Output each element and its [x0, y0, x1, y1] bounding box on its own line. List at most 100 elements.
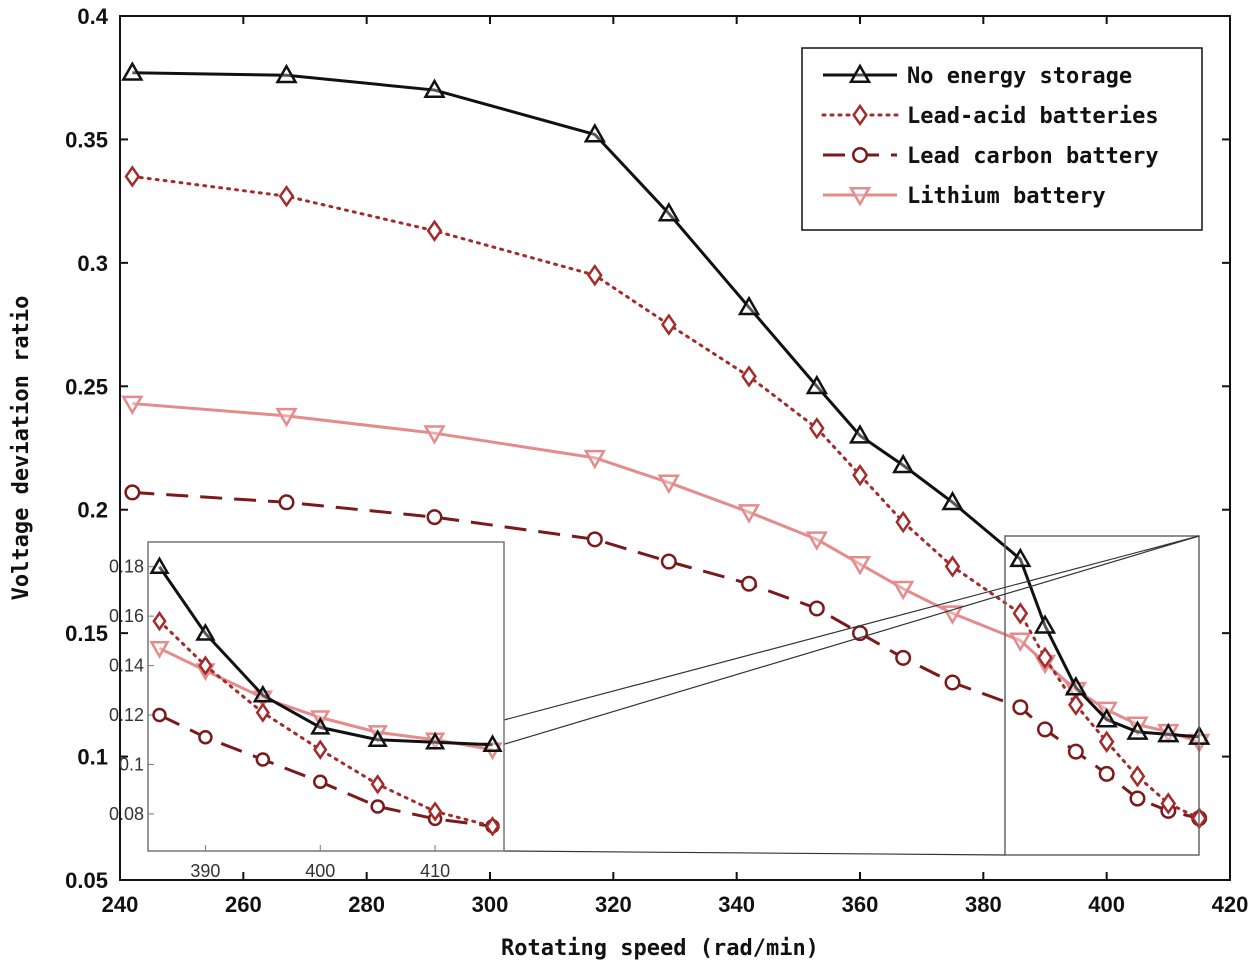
- data-point: [848, 424, 872, 444]
- main-series: [121, 61, 1211, 830]
- data-point: [583, 449, 606, 470]
- legend-box: [801, 47, 1203, 231]
- data-point: [485, 816, 500, 837]
- legend-item: Lead carbon battery: [823, 144, 1159, 169]
- data-point: [583, 122, 606, 143]
- data-point: [195, 622, 216, 641]
- data-point: [252, 684, 273, 703]
- data-point: [737, 295, 761, 316]
- data-point: [808, 600, 825, 617]
- data-point: [121, 395, 144, 416]
- data-point: [427, 801, 443, 822]
- y-tick-label: 0.15: [65, 621, 108, 646]
- data-point: [370, 774, 385, 795]
- data-point: [313, 774, 328, 790]
- data-point: [809, 417, 825, 440]
- legend-item: Lead-acid batteries: [821, 103, 1159, 129]
- data-point: [121, 61, 144, 81]
- inset-y-tick-label: 0.12: [109, 705, 144, 725]
- zoom-connector-line: [503, 535, 1200, 721]
- inset-y-tick-label: 0.18: [109, 557, 144, 577]
- data-point: [741, 575, 757, 592]
- data-point: [152, 610, 167, 632]
- x-tick-label: 400: [1088, 892, 1125, 917]
- data-point: [370, 799, 385, 814]
- x-tick-label: 420: [1212, 892, 1249, 917]
- data-point: [1157, 722, 1180, 743]
- y-tick-label: 0.25: [65, 374, 108, 399]
- legend-marker: [848, 187, 872, 207]
- inset-y-tick-label: 0.14: [109, 656, 144, 676]
- x-tick-label: 300: [472, 892, 509, 917]
- data-point: [1129, 790, 1146, 807]
- series-line: [132, 71, 1200, 739]
- data-point: [1126, 720, 1149, 740]
- data-point: [741, 365, 757, 388]
- data-point: [423, 425, 446, 445]
- data-point: [660, 553, 677, 570]
- legend-label: No energy storage: [907, 64, 1132, 89]
- data-point: [848, 556, 872, 576]
- legend-marker: [848, 63, 872, 83]
- legend-marker: [852, 147, 868, 163]
- series-line: [158, 565, 493, 747]
- data-point: [805, 531, 828, 551]
- x-tick-label: 260: [225, 892, 262, 917]
- data-point: [1037, 646, 1053, 670]
- x-tick-label: 340: [718, 892, 755, 917]
- inset-y-axis: 0.08 0.1 0.12 0.14 0.16 0.18: [109, 557, 154, 824]
- data-point: [198, 655, 213, 676]
- data-point: [944, 674, 961, 691]
- series-no-energy-storage: [121, 61, 1211, 745]
- data-point: [1098, 765, 1115, 782]
- data-point: [1009, 547, 1032, 568]
- data-point: [1037, 721, 1053, 738]
- series-no-energy-storage: [149, 556, 503, 752]
- y-tick-label: 0.3: [77, 251, 108, 276]
- data-point: [1012, 699, 1029, 716]
- data-point: [895, 510, 911, 534]
- data-point: [255, 702, 270, 723]
- data-point: [657, 474, 680, 495]
- data-point: [1098, 730, 1115, 753]
- data-point: [275, 407, 298, 428]
- data-point: [1012, 602, 1029, 625]
- data-point: [1126, 716, 1149, 736]
- inset-series: [149, 556, 503, 837]
- data-point: [657, 201, 680, 222]
- data-point: [198, 730, 213, 745]
- data-point: [313, 739, 328, 760]
- data-point: [278, 494, 295, 511]
- data-point: [941, 490, 964, 511]
- data-point: [661, 313, 677, 336]
- inset-y-tick-label: 0.16: [109, 606, 144, 626]
- inset-chart: 0.08 0.1 0.12 0.14 0.16 0.18 390 400 410: [109, 541, 505, 881]
- data-point: [1064, 675, 1087, 696]
- legend: No energy storage Lead-acid batteries Lead…: [801, 47, 1203, 231]
- data-point: [149, 641, 170, 659]
- data-point: [255, 752, 271, 767]
- data-point: [367, 729, 388, 748]
- x-axis: 240 260 280 300 320 340 360 380 400 420: [102, 16, 1249, 917]
- series-line: [132, 402, 1200, 744]
- y-tick-label: 0.4: [77, 4, 108, 29]
- legend-label: Lead carbon battery: [907, 144, 1159, 169]
- data-point: [1068, 693, 1084, 716]
- data-point: [892, 453, 915, 474]
- inset-y-tick-label: 0.08: [109, 804, 144, 824]
- data-point: [737, 504, 761, 524]
- y-tick-label: 0.05: [65, 868, 108, 893]
- data-point: [1160, 792, 1177, 815]
- y-tick-label: 0.2: [77, 498, 108, 523]
- series-lead-acid-batteries: [152, 610, 500, 837]
- data-point: [275, 63, 298, 84]
- series-lead-acid-batteries: [124, 165, 1207, 830]
- data-point: [1067, 743, 1084, 760]
- data-point: [482, 734, 503, 752]
- zoom-connector-line: [503, 850, 1006, 856]
- data-point: [124, 165, 141, 188]
- data-point: [152, 707, 167, 723]
- data-point: [149, 556, 170, 574]
- data-point: [805, 374, 828, 395]
- x-tick-label: 360: [842, 892, 879, 917]
